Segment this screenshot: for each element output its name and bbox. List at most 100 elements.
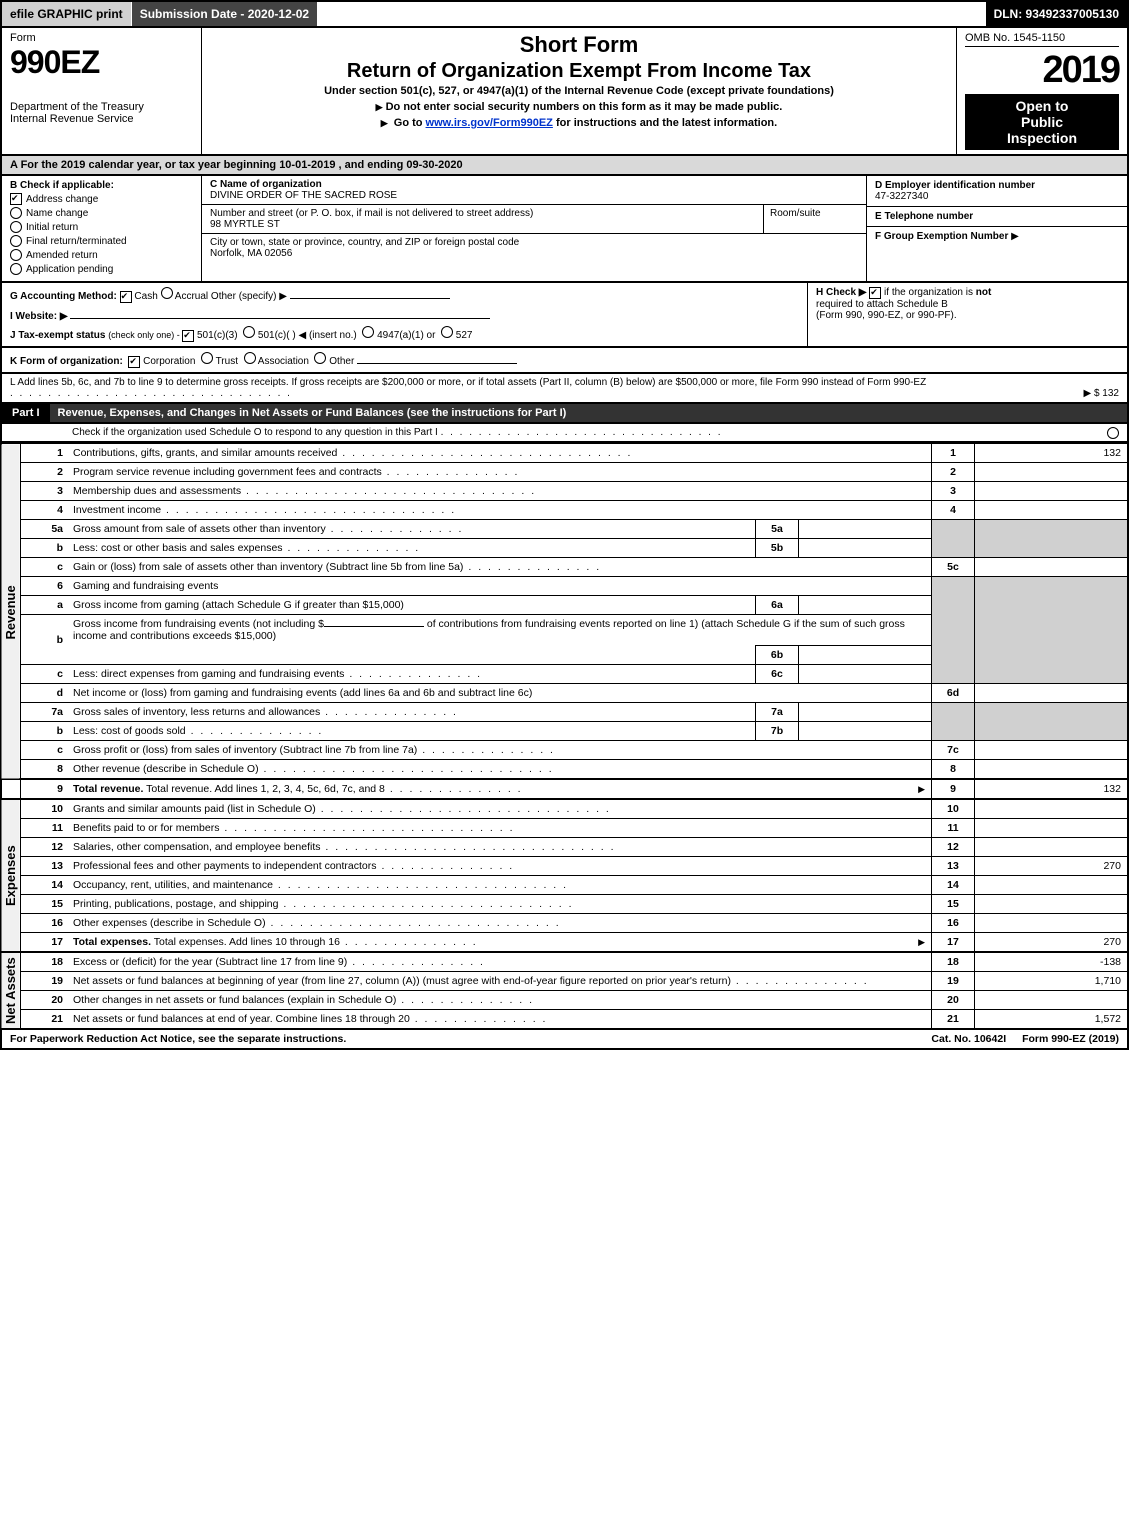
section-h: H Check ▶ if the organization is not req…: [807, 283, 1127, 346]
line-desc: Net assets or fund balances at end of ye…: [67, 1010, 932, 1030]
part-1-tag: Part I: [2, 404, 50, 422]
subline-value: [799, 646, 932, 665]
subline-ref: 7b: [756, 722, 799, 741]
section-l: L Add lines 5b, 6c, and 7b to line 9 to …: [0, 374, 1129, 404]
checkbox-527[interactable]: [441, 326, 453, 338]
checkbox-schedule-b-not-required[interactable]: [869, 287, 881, 299]
checkbox-501c3[interactable]: [182, 330, 194, 342]
line-ref: 16: [932, 914, 975, 933]
paperwork-notice: For Paperwork Reduction Act Notice, see …: [2, 1030, 923, 1048]
dln-label: DLN: 93492337005130: [986, 2, 1127, 26]
line-ref: 19: [932, 972, 975, 991]
line-ref: 13: [932, 857, 975, 876]
checkbox-address-change[interactable]: [10, 193, 22, 205]
line-value: [975, 482, 1129, 501]
checkbox-4947[interactable]: [362, 326, 374, 338]
line-desc: Gross income from gaming (attach Schedul…: [67, 596, 756, 615]
form-page: efile GRAPHIC print Submission Date - 20…: [0, 0, 1129, 1050]
line-desc: Gross sales of inventory, less returns a…: [67, 703, 756, 722]
section-d-e-f: D Employer identification number 47-3227…: [867, 176, 1127, 281]
h-text1: if the organization is: [884, 287, 976, 298]
schedule-o-check-row: Check if the organization used Schedule …: [0, 424, 1129, 443]
main-title: Return of Organization Exempt From Incom…: [210, 60, 948, 83]
irs-form-link[interactable]: www.irs.gov/Form990EZ: [426, 117, 553, 129]
subline-value: [799, 596, 932, 615]
checkbox-final-return[interactable]: [10, 235, 22, 247]
checkbox-trust[interactable]: [201, 352, 213, 364]
line-num: a: [21, 596, 68, 615]
line-value: [975, 876, 1129, 895]
fundraising-amount-input[interactable]: [324, 626, 424, 627]
submission-date-label: Submission Date - 2020-12-02: [132, 2, 318, 26]
checkbox-amended-return[interactable]: [10, 249, 22, 261]
checkbox-application-pending[interactable]: [10, 263, 22, 275]
checkbox-accrual[interactable]: [161, 287, 173, 299]
label-501c: 501(c)( ) ◀ (insert no.): [258, 330, 357, 341]
line-num: b: [21, 539, 68, 558]
checkbox-501c[interactable]: [243, 326, 255, 338]
section-c-address: C Name of organization DIVINE ORDER OF T…: [202, 176, 867, 281]
subline-ref: 7a: [756, 703, 799, 722]
tax-year: 2019: [965, 49, 1119, 92]
line-num: 21: [21, 1010, 68, 1030]
checkbox-association[interactable]: [244, 352, 256, 364]
line-num: 1: [21, 444, 68, 463]
other-org-input[interactable]: [357, 363, 517, 364]
line-value: [975, 819, 1129, 838]
line-ref: 7c: [932, 741, 975, 760]
label-association: Association: [258, 356, 309, 367]
checkbox-schedule-o[interactable]: [1107, 427, 1119, 439]
phone-label: E Telephone number: [875, 211, 1119, 222]
checkbox-name-change[interactable]: [10, 207, 22, 219]
line-num: 16: [21, 914, 68, 933]
subline-value: [799, 520, 932, 539]
line-ref: 1: [932, 444, 975, 463]
tax-exempt-label: J Tax-exempt status: [10, 330, 105, 341]
line-desc: Net assets or fund balances at beginning…: [67, 972, 932, 991]
city-value: Norfolk, MA 02056: [210, 248, 292, 259]
line-num: 20: [21, 991, 68, 1010]
shaded-cell: [975, 520, 1129, 558]
org-name-label: C Name of organization: [210, 179, 858, 190]
form-header: Form 990EZ Department of the Treasury In…: [0, 28, 1129, 156]
line-value: 270: [975, 933, 1129, 953]
open-line1: Open to: [969, 98, 1115, 114]
checkbox-cash[interactable]: [120, 291, 132, 303]
cat-number: Cat. No. 10642I: [923, 1030, 1014, 1048]
checkbox-corporation[interactable]: [128, 356, 140, 368]
label-cash: Cash: [134, 291, 157, 302]
line-desc: Grants and similar amounts paid (list in…: [67, 799, 932, 819]
efile-print-button[interactable]: efile GRAPHIC print: [2, 2, 132, 26]
label-other-org: Other: [329, 356, 354, 367]
line-num: 17: [21, 933, 68, 953]
subline-value: [799, 665, 932, 684]
checkbox-initial-return[interactable]: [10, 221, 22, 233]
line-desc: Net income or (loss) from gaming and fun…: [67, 684, 932, 703]
website-input[interactable]: [70, 318, 490, 319]
line-num: 6: [21, 577, 68, 596]
page-footer: For Paperwork Reduction Act Notice, see …: [0, 1030, 1129, 1050]
line-value: [975, 799, 1129, 819]
subline-ref: 5b: [756, 539, 799, 558]
subline-value: [799, 539, 932, 558]
other-specify-input[interactable]: [290, 298, 450, 299]
part-1-table: Revenue 1 Contributions, gifts, grants, …: [0, 443, 1129, 1030]
dots-icon: [10, 388, 292, 399]
line-desc-part1: Gross income from fundraising events (no…: [67, 615, 932, 646]
line-desc: Gain or (loss) from sale of assets other…: [67, 558, 932, 577]
line-num: b: [21, 615, 68, 665]
org-name-value: DIVINE ORDER OF THE SACRED ROSE: [210, 190, 858, 201]
line-value: 132: [975, 444, 1129, 463]
line-num: d: [21, 684, 68, 703]
schedule-o-text: Check if the organization used Schedule …: [72, 427, 438, 438]
ein-value: 47-3227340: [875, 191, 1119, 202]
subline-ref: 6b: [756, 646, 799, 665]
line-desc: Printing, publications, postage, and shi…: [67, 895, 932, 914]
line-desc: Other expenses (describe in Schedule O): [67, 914, 932, 933]
arrow-icon: ▶: [1011, 231, 1019, 242]
line-ref: 10: [932, 799, 975, 819]
line-value: [975, 838, 1129, 857]
form-word: Form: [10, 32, 193, 44]
checkbox-other-org[interactable]: [314, 352, 326, 364]
line-desc-continuation: [67, 646, 756, 665]
